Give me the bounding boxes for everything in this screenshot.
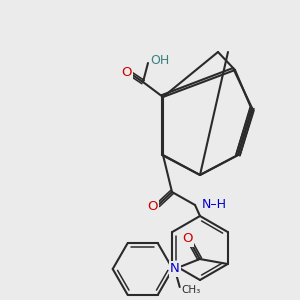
Text: O: O xyxy=(147,200,157,214)
Text: O: O xyxy=(182,232,193,245)
Text: CH₃: CH₃ xyxy=(182,285,201,295)
Text: N: N xyxy=(170,262,180,275)
Text: OH: OH xyxy=(150,53,169,67)
Text: O: O xyxy=(121,65,131,79)
Text: N–H: N–H xyxy=(202,199,227,212)
